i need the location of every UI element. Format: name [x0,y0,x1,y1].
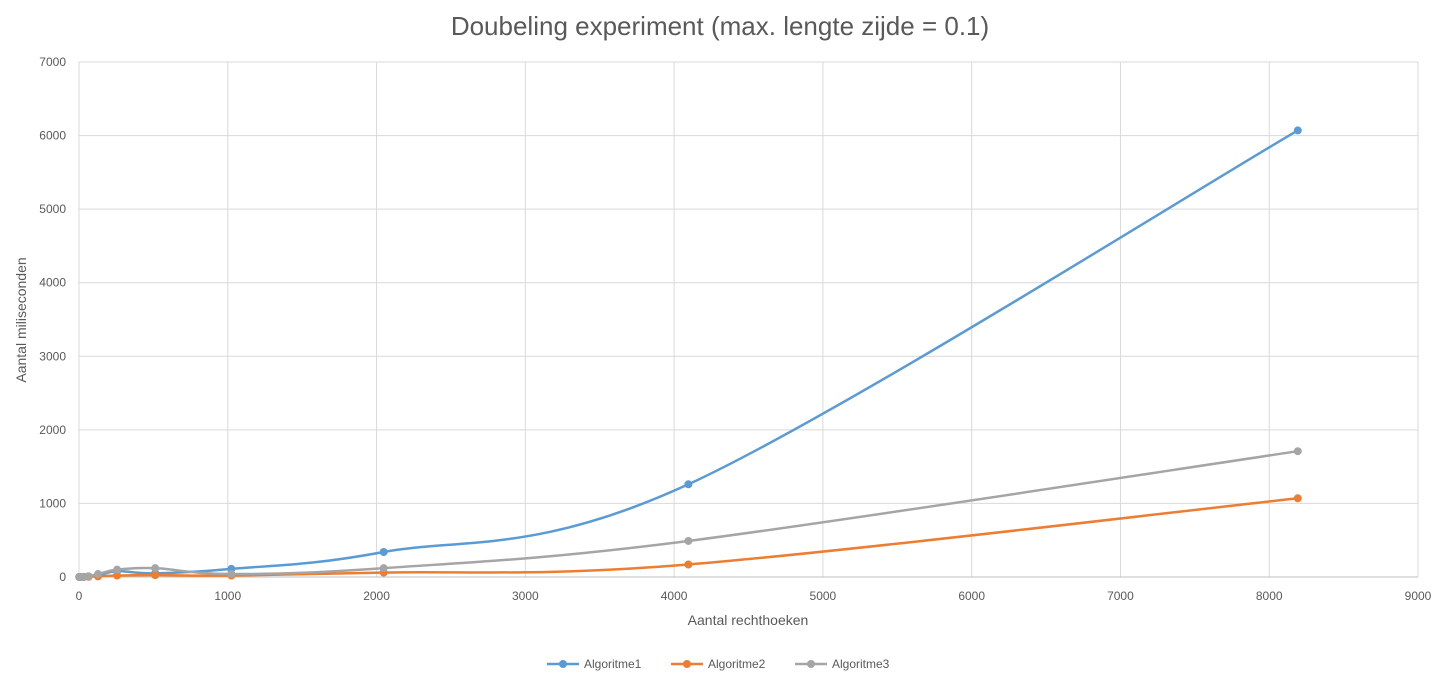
y-tick-label: 5000 [39,202,66,216]
legend-marker [683,660,691,668]
x-axis-title: Aantal rechthoeken [688,612,809,628]
data-point [1293,126,1302,135]
legend-label: Algoritme3 [832,657,890,671]
y-tick-label: 3000 [39,349,66,363]
y-tick-label: 4000 [39,276,66,290]
series-line [78,449,1300,579]
x-tick-label: 8000 [1256,589,1283,603]
data-point [113,571,122,580]
x-tick-label: 6000 [958,589,985,603]
legend-marker [559,660,567,668]
legend-marker [807,660,815,668]
legend-item: Algoritme1 [547,657,642,671]
data-point [227,570,236,579]
data-point [684,560,693,569]
x-tick-label: 5000 [810,589,837,603]
y-tick-label: 6000 [39,129,66,143]
x-tick-label: 4000 [661,589,688,603]
y-tick-label: 2000 [39,423,66,437]
legend: Algoritme1 Algoritme2 Algoritme3 [547,657,890,671]
data-point [684,480,693,489]
y-tick-label: 0 [59,570,66,584]
y-tick-label: 1000 [39,496,66,510]
series-algoritme3 [75,447,1302,581]
axes: 0 1000 2000 3000 4000 5000 6000 7000 8000 9000 0 10… [39,55,1431,603]
data-point [151,571,160,580]
x-tick-label: 1000 [214,589,241,603]
data-point [113,565,122,574]
x-tick-label: 9000 [1405,589,1432,603]
data-point [151,564,160,573]
grid-lines [78,61,1419,578]
x-tick-label: 2000 [363,589,390,603]
x-tick-label: 3000 [512,589,539,603]
data-point [379,564,388,573]
x-tick-label: 0 [76,589,83,603]
data-point [94,570,103,579]
x-tick-label: 7000 [1107,589,1134,603]
series-line [78,129,1300,579]
y-tick-label: 7000 [39,55,66,69]
legend-label: Algoritme2 [708,657,766,671]
data-point [84,572,93,581]
series-algoritme1 [75,126,1302,581]
data-point [1293,447,1302,456]
data-point [684,536,693,545]
legend-label: Algoritme1 [584,657,642,671]
chart-title: Doubeling experiment (max. lengte zijde … [451,11,989,41]
legend-item: Algoritme2 [671,657,766,671]
data-point [379,547,388,556]
y-axis-title: Aantal miliseconden [13,257,29,382]
series-layer [75,126,1302,581]
data-point [1293,494,1302,503]
legend-item: Algoritme3 [795,657,890,671]
